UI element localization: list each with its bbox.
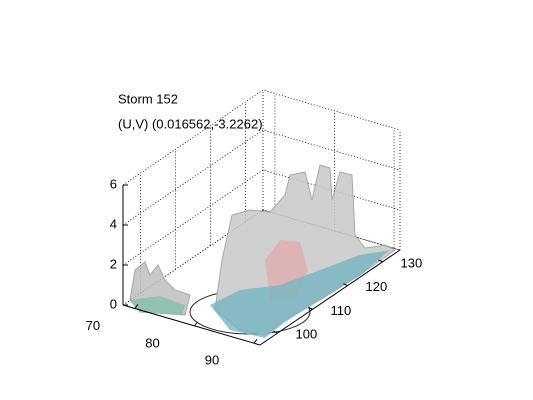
y-tick-label: 110 (331, 303, 352, 318)
x-tick-label: 70 (86, 318, 100, 333)
y-tick (343, 283, 348, 287)
chart-subtitle: (U,V) (0.016562,-3.2262) (118, 116, 263, 131)
z-tick-label: 2 (110, 256, 117, 271)
y-tick (273, 330, 278, 334)
x-tick-label: 90 (205, 353, 219, 368)
blob (130, 296, 185, 315)
y-tick-label: 100 (296, 327, 318, 342)
x-tick (134, 304, 139, 309)
x-tick (194, 321, 198, 327)
y-tick (378, 259, 383, 263)
x-tick (253, 338, 258, 344)
z-tick-label: 6 (110, 176, 117, 191)
x-tick-label: 80 (145, 335, 159, 350)
axes: 0 2 4 6 70 80 90 100 110 120 130 (86, 176, 423, 367)
grid-line (122, 129, 401, 226)
y-tick-label: 120 (366, 279, 388, 294)
axis-line (122, 304, 261, 346)
grid-line (122, 89, 401, 186)
blob (210, 250, 390, 338)
z-tick-label: 4 (110, 216, 117, 231)
y-tick-label: 130 (401, 255, 423, 270)
axis-line (259, 249, 401, 346)
chart-title: Storm 152 (118, 91, 178, 106)
grid-line (122, 169, 401, 266)
isosurface (129, 164, 396, 338)
y-tick (308, 306, 313, 310)
z-tick-label: 0 (110, 296, 117, 311)
